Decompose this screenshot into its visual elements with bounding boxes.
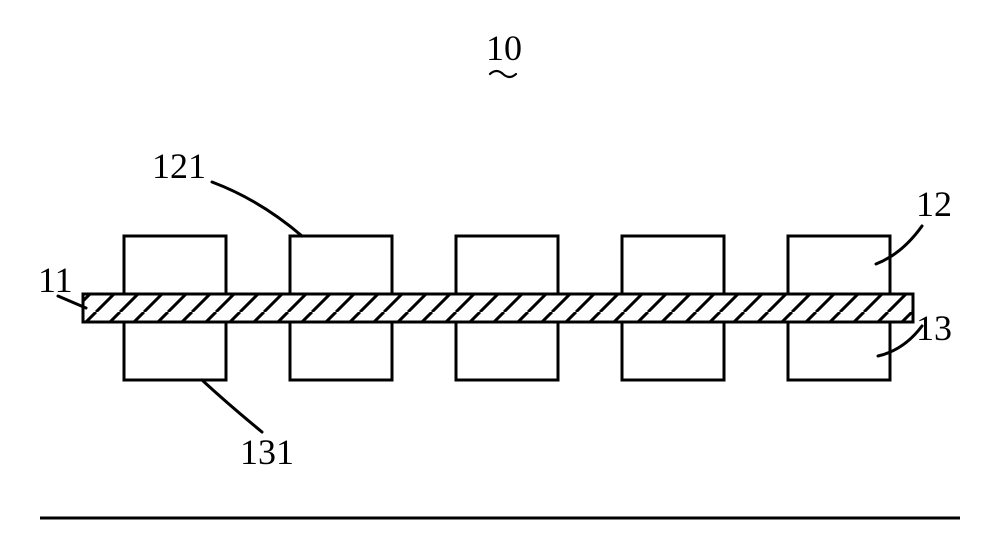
label-13: 13 <box>916 308 952 348</box>
top-block <box>290 236 392 294</box>
label-12: 12 <box>916 184 952 224</box>
bottom-block <box>124 322 226 380</box>
top-block <box>124 236 226 294</box>
bottom-block <box>788 322 890 380</box>
label-121: 121 <box>152 146 206 186</box>
leader-121 <box>212 182 302 236</box>
bottom-block <box>622 322 724 380</box>
figure-ref-tilde <box>490 71 516 77</box>
bottom-block <box>290 322 392 380</box>
central-bar <box>83 294 913 322</box>
bottom-block <box>456 322 558 380</box>
label-131: 131 <box>240 432 294 472</box>
engineering-diagram: 121 11 12 13 131 10 <box>0 0 1000 547</box>
top-block <box>456 236 558 294</box>
label-11: 11 <box>38 260 73 300</box>
leader-131 <box>202 380 262 432</box>
top-block <box>788 236 890 294</box>
figure-ref-10: 10 <box>486 28 522 68</box>
leader-12 <box>876 226 922 264</box>
top-block <box>622 236 724 294</box>
